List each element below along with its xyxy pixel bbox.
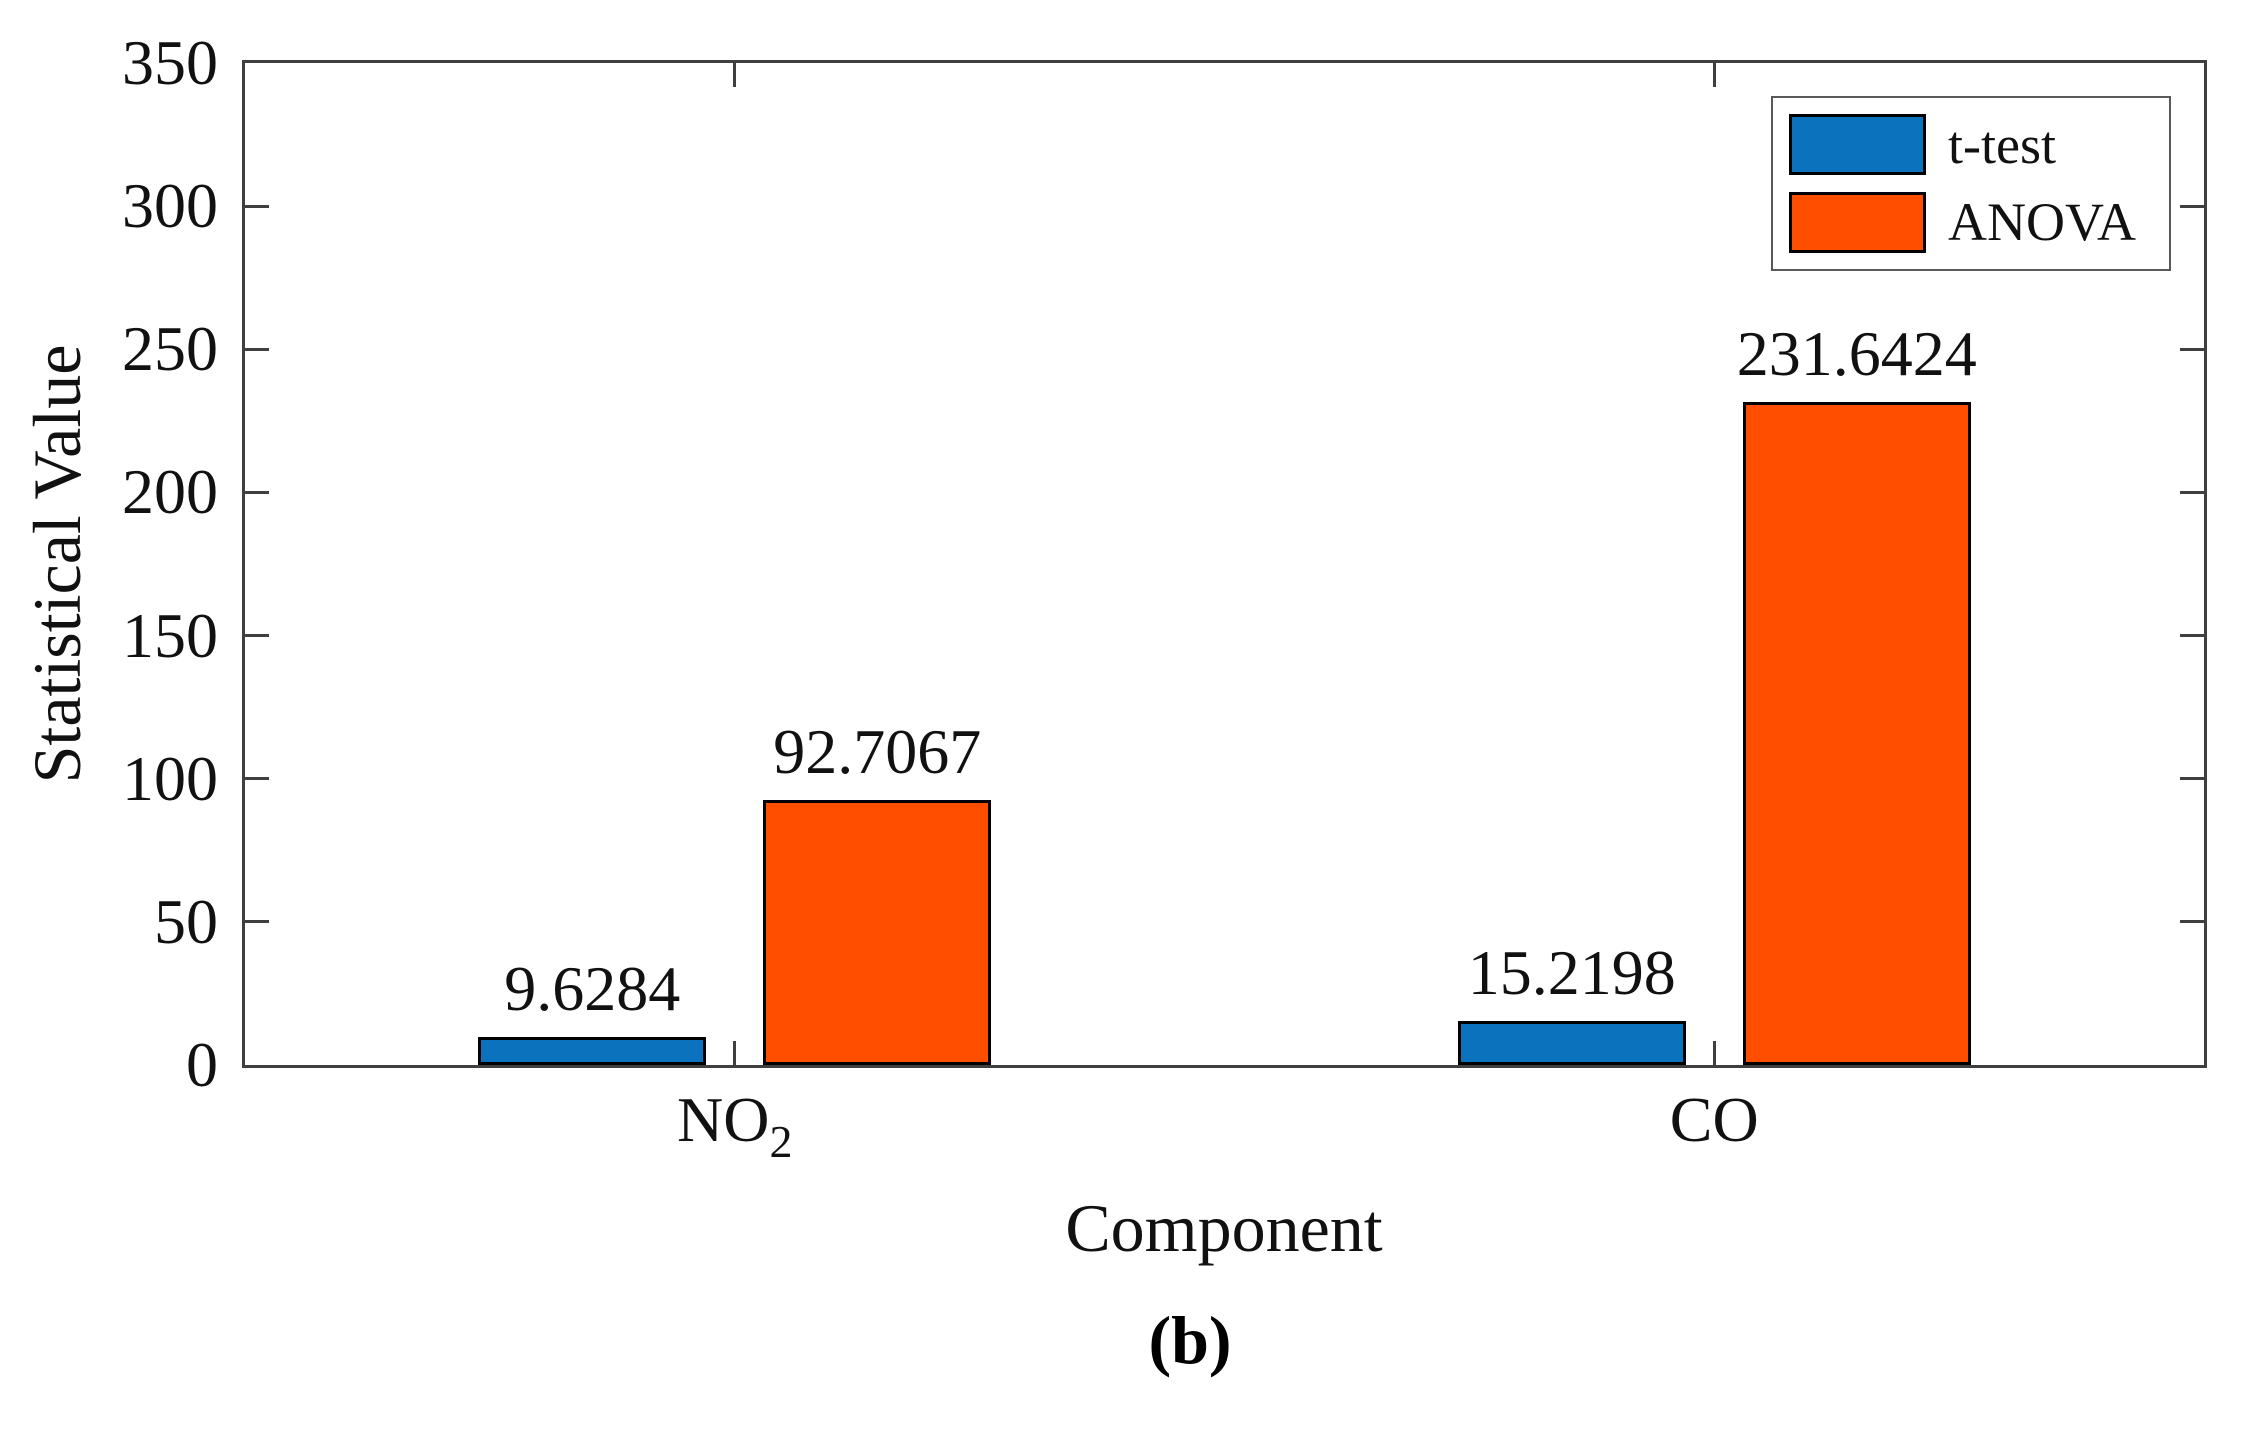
x-tick-mark-top (1712, 63, 1716, 87)
bar-t-test-NO (478, 1037, 707, 1065)
bar-value-label: 92.7067 (773, 716, 982, 787)
y-tick-label: 200 (122, 456, 218, 528)
y-tick-label: 100 (122, 742, 218, 814)
y-tick-mark-right (2180, 634, 2204, 638)
y-tick-mark-right (2180, 490, 2204, 494)
y-tick-label: 250 (122, 313, 218, 385)
x-axis-title: Component (1065, 1190, 1383, 1266)
legend-label-t-test: t-test (1948, 114, 2056, 175)
x-tick-mark-bottom (733, 1041, 737, 1065)
x-tick-mark-top (733, 63, 737, 87)
figure-caption: (b) (1148, 1302, 1232, 1378)
legend: t-test ANOVA (1771, 96, 2171, 271)
legend-item-t-test: t-test (1773, 114, 2169, 176)
x-tick-label: NO2 (677, 1084, 793, 1167)
y-tick-mark-right (2180, 777, 2204, 781)
y-axis-title: Statistical Value (19, 344, 95, 784)
legend-item-anova: ANOVA (1773, 191, 2169, 253)
y-tick-label: 50 (154, 885, 218, 957)
y-tick-label: 350 (122, 27, 218, 98)
y-tick-mark-right (2180, 920, 2204, 924)
y-tick-mark-left (245, 204, 269, 208)
legend-label-anova: ANOVA (1948, 192, 2137, 253)
y-tick-mark-left (245, 634, 269, 638)
y-tick-mark-left (245, 777, 269, 781)
legend-swatch-anova (1789, 191, 1926, 253)
x-tick-mark-bottom (1712, 1041, 1716, 1065)
y-tick-mark-left (245, 347, 269, 351)
y-tick-label: 300 (122, 170, 218, 242)
bar-value-label: 9.6284 (504, 953, 681, 1024)
y-tick-label: 0 (186, 1029, 218, 1100)
bar-ANOVA-CO (1742, 402, 1971, 1065)
bar-value-label: 15.2198 (1467, 937, 1676, 1008)
bar-value-label: 231.6424 (1736, 318, 1977, 389)
y-tick-label: 150 (122, 599, 218, 671)
y-tick-mark-left (245, 920, 269, 924)
y-tick-mark-right (2180, 347, 2204, 351)
bar-ANOVA-NO (763, 800, 992, 1065)
plot-area: t-test ANOVA 9.6284 92.7067 15.2198 231.642… (242, 60, 2207, 1068)
legend-swatch-t-test (1789, 114, 1926, 176)
x-tick-label: CO (1669, 1084, 1759, 1155)
y-tick-mark-left (245, 490, 269, 494)
bar-t-test-CO (1457, 1021, 1686, 1065)
y-tick-mark-right (2180, 204, 2204, 208)
